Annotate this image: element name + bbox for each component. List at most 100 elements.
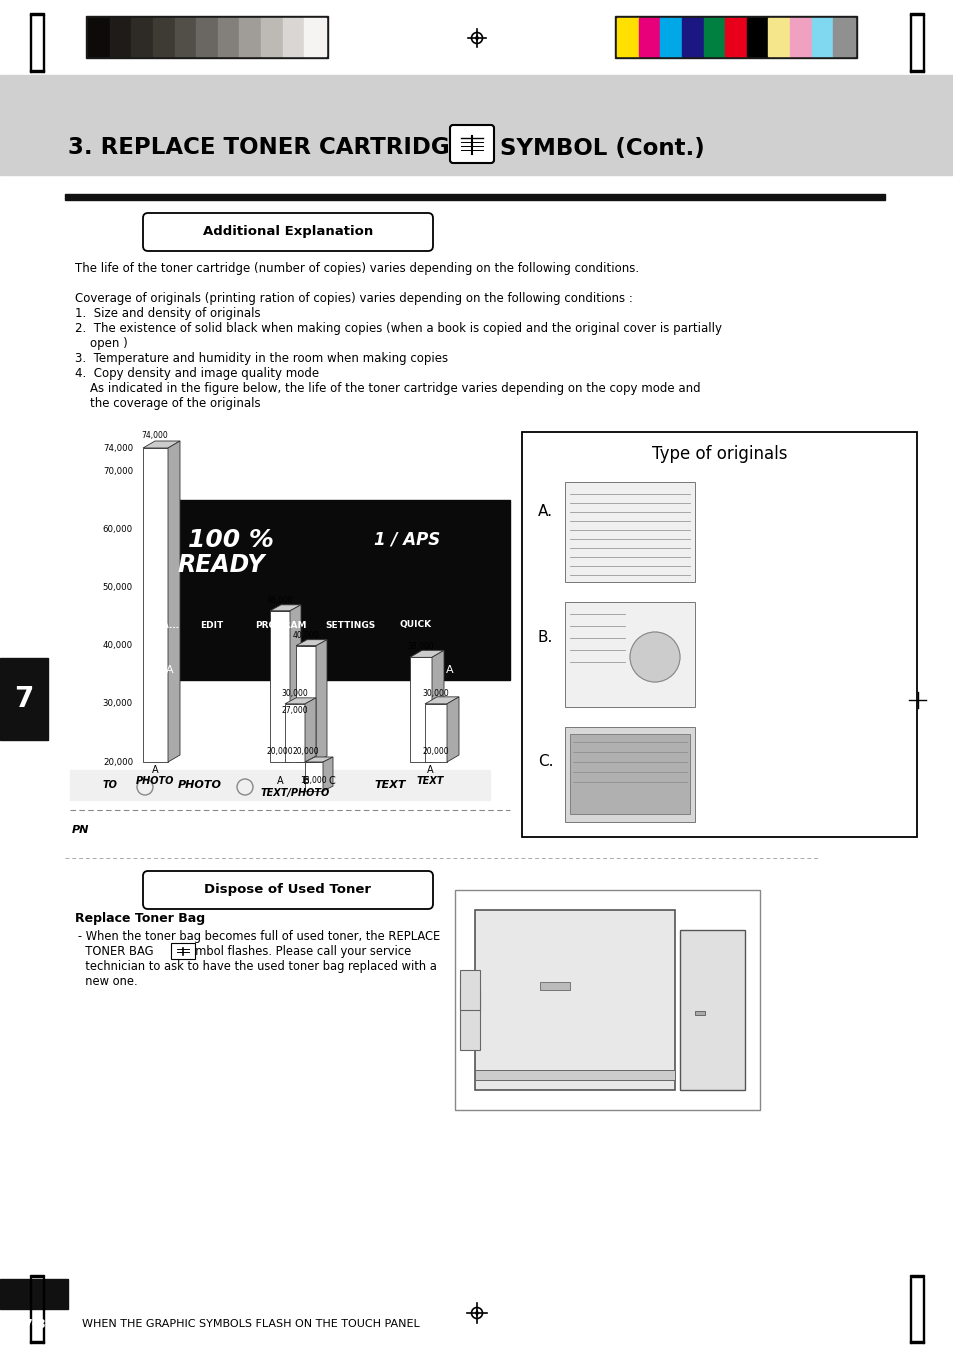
Bar [638, 18, 659, 55]
Bar [909, 70, 923, 72]
Bar [724, 18, 746, 55]
Bar [459, 990, 479, 1050]
Text: Coverage of originals (printing ration of copies) varies depending on the follow: Coverage of originals (printing ration o… [75, 292, 632, 305]
Text: BA...: BA... [154, 620, 179, 630]
Bar [475, 911, 675, 1090]
Text: 30,000: 30,000 [103, 700, 132, 708]
Text: C: C [328, 775, 335, 786]
Text: The life of the toner cartridge (number of copies) varies depending on the follo: The life of the toner cartridge (number … [75, 262, 639, 276]
Bar [70, 770, 490, 800]
Bar [30, 1342, 44, 1343]
Polygon shape [290, 605, 301, 762]
Bar [475, 1070, 675, 1079]
Bar [152, 18, 174, 55]
Polygon shape [270, 605, 301, 611]
Bar [30, 1275, 44, 1277]
Text: 20,000: 20,000 [267, 747, 293, 757]
Text: 30,000: 30,000 [281, 689, 308, 698]
Text: READY: READY [178, 553, 265, 577]
Text: A: A [166, 665, 173, 676]
Polygon shape [143, 449, 168, 762]
Text: As indicated in the figure below, the life of the toner cartridge varies dependi: As indicated in the figure below, the li… [75, 382, 700, 394]
Text: 30,000: 30,000 [422, 689, 449, 698]
Polygon shape [305, 757, 333, 762]
Text: 70,000: 70,000 [103, 466, 132, 476]
Text: 3.  Temperature and humidity in the room when making copies: 3. Temperature and humidity in the room … [75, 353, 448, 365]
Text: 60,000: 60,000 [103, 526, 132, 534]
Text: 74,000: 74,000 [103, 443, 132, 453]
Bar [702, 18, 724, 55]
Bar [217, 18, 239, 55]
Text: technician to ask to have the used toner bag replaced with a: technician to ask to have the used toner… [78, 961, 436, 973]
FancyBboxPatch shape [171, 943, 194, 959]
Text: 20,000: 20,000 [103, 758, 132, 766]
Bar [521, 432, 916, 838]
Bar [617, 18, 638, 55]
Text: WHEN THE GRAPHIC SYMBOLS FLASH ON THE TOUCH PANEL: WHEN THE GRAPHIC SYMBOLS FLASH ON THE TO… [82, 1319, 419, 1329]
Text: 4.  Copy density and image quality mode: 4. Copy density and image quality mode [75, 367, 319, 380]
Bar [564, 603, 695, 707]
Text: QUICK: QUICK [399, 620, 432, 630]
Bar [145, 500, 510, 680]
Text: TEXT: TEXT [374, 780, 405, 790]
Bar [768, 18, 789, 55]
Text: 40,000: 40,000 [103, 642, 132, 650]
Polygon shape [270, 611, 290, 762]
Polygon shape [475, 1309, 478, 1317]
Bar [304, 18, 326, 55]
Bar [88, 18, 110, 55]
Text: A: A [276, 775, 283, 786]
Polygon shape [295, 640, 327, 646]
Polygon shape [424, 704, 447, 762]
Text: TEXT: TEXT [416, 775, 443, 786]
Bar [132, 18, 152, 55]
Text: PHOTO: PHOTO [178, 780, 222, 790]
Text: A: A [446, 665, 454, 676]
Bar [615, 16, 856, 58]
Polygon shape [168, 440, 180, 762]
Bar [110, 18, 132, 55]
Bar [30, 1278, 31, 1343]
Text: open ): open ) [75, 336, 128, 350]
Bar [833, 18, 854, 55]
Text: SYMBOL (Cont.): SYMBOL (Cont.) [499, 136, 704, 159]
Text: 38,000: 38,000 [407, 642, 434, 651]
Text: B.: B. [537, 630, 553, 644]
Bar [564, 482, 695, 582]
Bar [0, 1279, 68, 1309]
Bar [909, 1278, 910, 1343]
Bar [0, 658, 48, 740]
Text: 74,000: 74,000 [141, 431, 168, 440]
Bar [455, 890, 760, 1111]
Text: PN: PN [71, 825, 90, 835]
Polygon shape [305, 762, 323, 792]
Bar [43, 1278, 45, 1343]
Text: new one.: new one. [78, 975, 137, 988]
Text: A: A [426, 765, 433, 775]
Bar [659, 18, 681, 55]
Bar [43, 14, 45, 72]
Polygon shape [295, 646, 315, 762]
Polygon shape [410, 658, 432, 762]
Polygon shape [143, 440, 180, 449]
Polygon shape [410, 650, 443, 658]
Bar [174, 18, 196, 55]
Text: 27,000: 27,000 [281, 707, 308, 715]
Text: 7-8: 7-8 [23, 1317, 45, 1331]
Text: 46,000: 46,000 [266, 596, 294, 605]
Text: 100 %: 100 % [188, 528, 274, 553]
Text: Replace Toner Bag: Replace Toner Bag [75, 912, 205, 925]
Text: PHOTO: PHOTO [135, 775, 174, 786]
Bar [30, 14, 31, 72]
Polygon shape [305, 698, 315, 762]
Polygon shape [285, 704, 305, 762]
Text: C.: C. [537, 754, 553, 770]
Bar [909, 1342, 923, 1343]
Bar [239, 18, 261, 55]
Text: 50,000: 50,000 [103, 584, 132, 592]
Bar [909, 14, 923, 15]
Text: 7: 7 [14, 685, 33, 713]
Bar [261, 18, 282, 55]
Text: PROGRAM: PROGRAM [254, 620, 306, 630]
Text: SETTINGS: SETTINGS [325, 620, 375, 630]
